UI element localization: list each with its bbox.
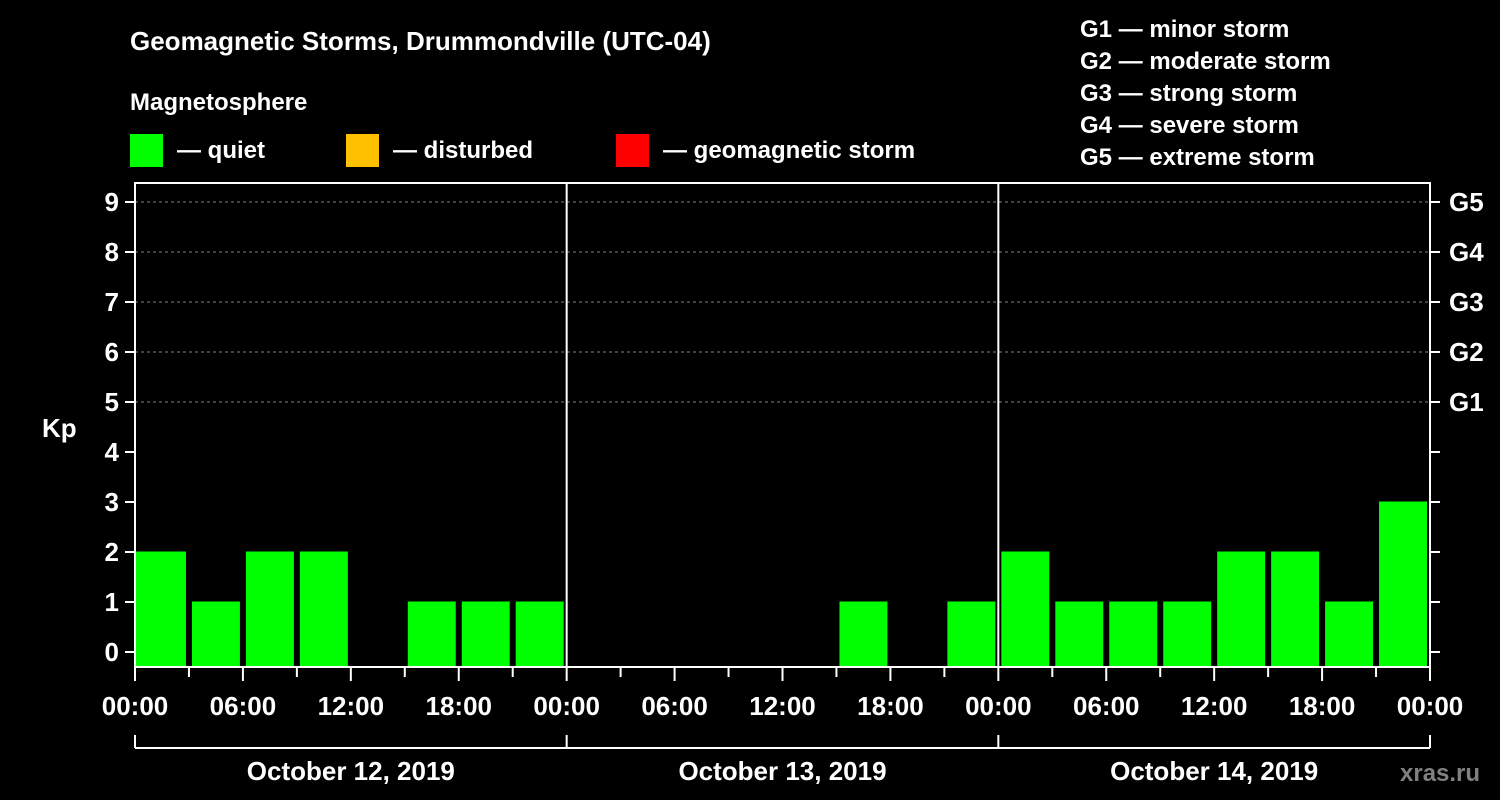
bar-17 [1055,601,1104,667]
x-tick-label-12: 00:00 [1397,691,1464,721]
scale-legend-g2: G2 — moderate storm [1080,48,1331,75]
storm-scale-legend: G1 — minor storm G2 — moderate storm G3 … [1080,16,1331,171]
y-tick-label-2: 2 [105,537,119,567]
watermark: xras.ru [1400,760,1480,787]
legend-label-disturbed: — disturbed [393,137,533,164]
y-tick-label-3: 3 [105,487,119,517]
bar-7 [515,601,564,667]
legend-swatch-disturbed [346,134,379,167]
bar-22 [1325,601,1374,667]
right-tick-label-g1: G1 [1449,387,1484,417]
scale-legend-g5: G5 — extreme storm [1080,144,1315,171]
bars [136,501,1427,667]
scale-legend-g4: G4 — severe storm [1080,112,1299,139]
x-tick-label-3: 18:00 [426,691,493,721]
bar-16 [1001,551,1050,667]
x-tick-label-0: 00:00 [102,691,169,721]
scale-legend-g3: G3 — strong storm [1080,80,1297,107]
right-tick-label-g4: G4 [1449,237,1484,267]
y-tick-label-5: 5 [105,387,119,417]
ticks: 0 1 2 3 4 5 6 7 8 9 G1 G2 G3 G4 G5 00:00 06:00 12:00 18:00… [102,187,1484,786]
chart-subtitle: Magnetosphere [130,89,307,116]
x-tick-label-9: 06:00 [1073,691,1140,721]
bar-20 [1217,551,1266,667]
bar-partial [1415,601,1427,667]
x-tick-label-4: 00:00 [533,691,600,721]
gridlines [135,201,1430,403]
legend-label-storm: — geomagnetic storm [663,137,915,164]
bar-18 [1109,601,1158,667]
right-tick-label-g3: G3 [1449,287,1484,317]
bar-5 [407,601,456,667]
legend-swatch-quiet [130,134,163,167]
bar-1 [191,601,240,667]
day-label-0: October 12, 2019 [247,756,455,786]
chart-title: Geomagnetic Storms, Drummondville (UTC-0… [130,26,711,56]
x-tick-label-7: 18:00 [857,691,924,721]
bar-2 [245,551,294,667]
right-tick-label-g2: G2 [1449,337,1484,367]
y-tick-label-7: 7 [105,287,119,317]
x-tick-label-2: 12:00 [318,691,385,721]
right-tick-label-g5: G5 [1449,187,1484,217]
bar-15 [947,601,996,667]
y-tick-label-4: 4 [105,437,120,467]
bar-13 [839,601,888,667]
x-tick-label-5: 06:00 [641,691,708,721]
scale-legend-g1: G1 — minor storm [1080,16,1289,43]
legend-label-quiet: — quiet [177,137,265,164]
bar-0 [136,551,186,667]
y-tick-label-9: 9 [105,187,119,217]
status-legend: — quiet — disturbed — geomagnetic storm [130,134,915,167]
y-tick-label-8: 8 [105,237,119,267]
bar-6 [461,601,510,667]
bar-19 [1163,601,1212,667]
x-tick-label-8: 00:00 [965,691,1032,721]
bar-3 [299,551,348,667]
bar-21 [1271,551,1320,667]
y-tick-label-1: 1 [105,587,119,617]
legend-swatch-storm [616,134,649,167]
y-tick-label-0: 0 [105,637,119,667]
x-tick-label-10: 12:00 [1181,691,1248,721]
y-tick-label-6: 6 [105,337,119,367]
x-tick-label-1: 06:00 [210,691,277,721]
day-label-1: October 13, 2019 [678,756,886,786]
x-tick-label-6: 12:00 [749,691,816,721]
y-axis-label: Kp [42,413,77,443]
day-label-2: October 14, 2019 [1110,756,1318,786]
x-tick-label-11: 18:00 [1289,691,1356,721]
